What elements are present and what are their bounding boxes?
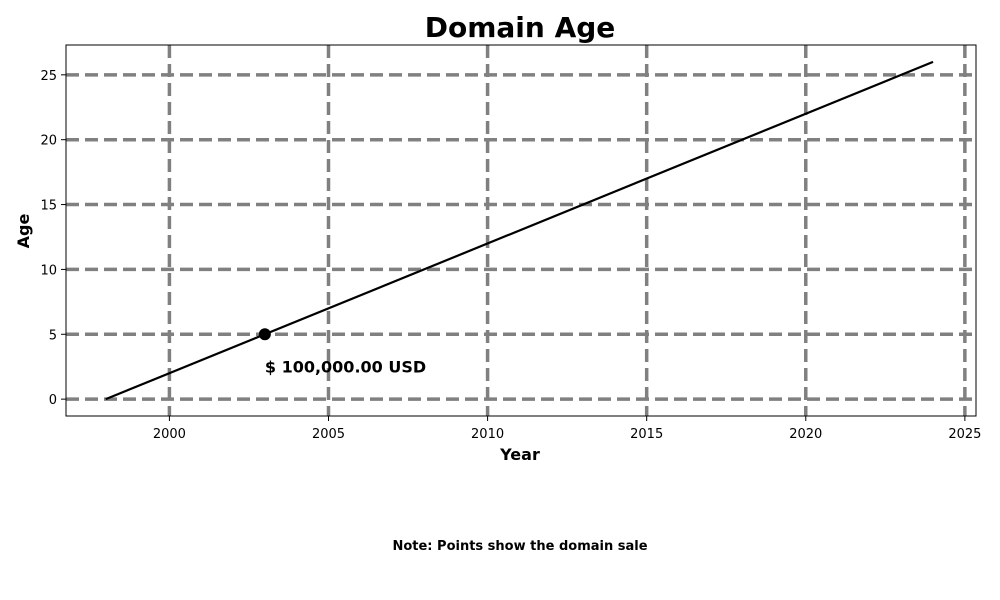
- y-axis-ticks: 0 5 10 15 20 25: [40, 69, 66, 408]
- x-axis-ticks: 2000 2005 2010 2015 2020 2025: [153, 416, 981, 442]
- y-tick-label: 20: [40, 134, 57, 149]
- x-tick-label: 2010: [471, 427, 504, 442]
- chart-note: Note: Points show the domain sale: [392, 539, 647, 554]
- y-tick-label: 0: [49, 393, 57, 408]
- y-tick-label: 5: [49, 328, 57, 343]
- y-axis-label: Age: [14, 214, 33, 249]
- sale-annotation: $ 100,000.00 USD: [265, 357, 426, 376]
- x-tick-label: 2025: [948, 427, 981, 442]
- y-tick-label: 10: [40, 263, 57, 278]
- x-axis-label: Year: [499, 445, 540, 464]
- series-line: [105, 60, 934, 401]
- plot-area-frame: [65, 44, 977, 417]
- x-tick-label: 2000: [153, 427, 186, 442]
- chart-title: Domain Age: [425, 11, 616, 44]
- y-tick-label: 15: [40, 199, 57, 214]
- series-layer: [105, 60, 934, 401]
- x-tick-label: 2020: [789, 427, 822, 442]
- sale-point: [258, 328, 271, 341]
- points-layer: $ 100,000.00 USD: [258, 328, 426, 376]
- x-tick-label: 2015: [630, 427, 663, 442]
- y-tick-label: 25: [40, 69, 57, 84]
- x-tick-label: 2005: [312, 427, 345, 442]
- grid-lines: [66, 45, 976, 416]
